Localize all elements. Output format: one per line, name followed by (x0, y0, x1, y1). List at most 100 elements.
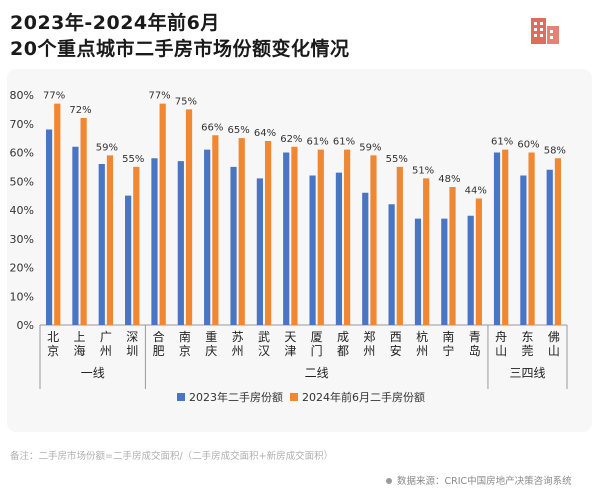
bar-2024h1 (423, 178, 430, 325)
chart-panel: 0% 10% 20% 30% 40% 50% 60% 70% 80% 77% 北京 72% 上海 59% 广… (7, 69, 592, 432)
category-label: 东 (521, 330, 533, 344)
y-tick-label: 10% (10, 290, 34, 303)
category-label: 佛 (548, 330, 560, 344)
y-tick-label: 30% (10, 233, 34, 246)
category-label: 武 (258, 330, 270, 344)
data-label: 77% (43, 91, 65, 102)
category-label: 北 (47, 330, 59, 344)
category-label: 汉 (258, 344, 270, 358)
bar-2023 (204, 149, 211, 325)
bar-2023 (177, 161, 184, 325)
y-tick-label: 40% (10, 204, 34, 217)
bar-2024h1 (106, 155, 114, 325)
bar-2024h1 (54, 103, 61, 325)
category-label: 上 (74, 330, 86, 344)
data-label: 59% (359, 142, 381, 153)
category-label: 津 (284, 344, 296, 358)
category-label: 州 (363, 344, 375, 358)
bar-2023 (98, 164, 105, 325)
bar-2024h1 (528, 152, 535, 325)
data-label: 66% (201, 122, 223, 133)
category-label: 广 (100, 330, 112, 344)
title-line-2: 20个重点城市二手房市场份额变化情况 (10, 38, 350, 60)
category-label: 京 (179, 344, 191, 358)
bar-2024h1 (159, 103, 166, 325)
category-label: 西 (390, 330, 402, 344)
legend-swatch (177, 393, 185, 401)
bar-2023 (72, 146, 79, 325)
data-label: 51% (412, 165, 434, 176)
y-tick-label: 0% (17, 319, 34, 332)
y-tick-label: 80% (10, 89, 34, 102)
legend-label: 2024年前6月二手房份额 (302, 390, 425, 404)
data-label: 59% (96, 142, 118, 153)
bar-2023 (283, 152, 290, 325)
category-label: 山 (548, 344, 560, 358)
bar-2024h1 (212, 135, 219, 325)
category-label: 舟 (495, 330, 507, 344)
footnote: 备注：二手房市场份额=二手房成交面积/（二手房成交面积+新房成交面积） (10, 451, 334, 462)
bar-2023 (335, 172, 343, 325)
legend-swatch (290, 393, 298, 401)
category-label: 山 (495, 344, 507, 358)
title-line-1: 2023年-2024年前6月 (10, 12, 220, 34)
bar-2024h1 (449, 187, 456, 325)
bar-2023 (388, 204, 395, 325)
data-label: 58% (544, 145, 566, 156)
data-label: 62% (280, 134, 302, 145)
data-label: 77% (148, 91, 170, 102)
bar-2023 (256, 178, 263, 325)
data-label: 65% (228, 125, 250, 136)
bar-2023 (151, 158, 158, 325)
data-label: 61% (333, 137, 355, 148)
category-label: 京 (47, 344, 59, 358)
bar-2024h1 (264, 141, 272, 325)
bar-2023 (45, 129, 53, 325)
data-label: 44% (465, 186, 487, 197)
category-label: 圳 (126, 344, 138, 358)
category-label: 杭 (416, 329, 428, 344)
bar-2024h1 (317, 149, 324, 325)
category-label: 州 (416, 344, 428, 358)
category-label: 南 (442, 329, 454, 344)
data-label: 75% (175, 96, 197, 107)
category-label: 深 (126, 330, 138, 344)
bar-2024h1 (502, 149, 509, 325)
category-label: 莞 (521, 344, 533, 358)
y-tick-label: 20% (10, 262, 34, 275)
category-label: 庆 (205, 344, 217, 358)
bar-2024h1 (133, 166, 140, 325)
y-tick-label: 50% (10, 175, 34, 188)
data-label: 72% (69, 105, 91, 116)
category-label: 州 (100, 344, 112, 358)
category-label: 门 (311, 343, 323, 358)
category-label: 合 (153, 329, 165, 344)
category-label: 苏 (232, 330, 244, 344)
bar-2024h1 (370, 155, 377, 325)
data-label: 61% (307, 137, 329, 148)
y-tick-label: 70% (10, 118, 34, 131)
bar-chart: 0% 10% 20% 30% 40% 50% 60% 70% 80% 77% 北京 72% 上海 59% 广… (10, 89, 568, 404)
bar-2023 (309, 175, 316, 325)
category-label: 岛 (469, 343, 481, 358)
bar-2023 (467, 215, 474, 325)
bar-2023 (493, 152, 501, 325)
category-label: 郑 (363, 329, 375, 344)
bar-2024h1 (396, 166, 403, 325)
bar-2023 (546, 169, 553, 325)
bar-2023 (414, 218, 422, 325)
bar-2024h1 (475, 198, 482, 325)
data-label: 55% (122, 154, 144, 165)
bar-2024h1 (291, 146, 298, 325)
group-label: 二线 (305, 366, 329, 380)
bullet-dot-icon (386, 477, 392, 484)
category-label: 州 (232, 344, 244, 358)
bar-2024h1 (344, 149, 351, 325)
bar-2023 (441, 218, 448, 325)
bar-2024h1 (80, 118, 87, 325)
category-label: 南 (179, 329, 191, 344)
data-label: 61% (491, 137, 513, 148)
bar-2024h1 (238, 138, 245, 325)
bar-2024h1 (185, 109, 193, 325)
category-label: 青 (469, 330, 481, 344)
